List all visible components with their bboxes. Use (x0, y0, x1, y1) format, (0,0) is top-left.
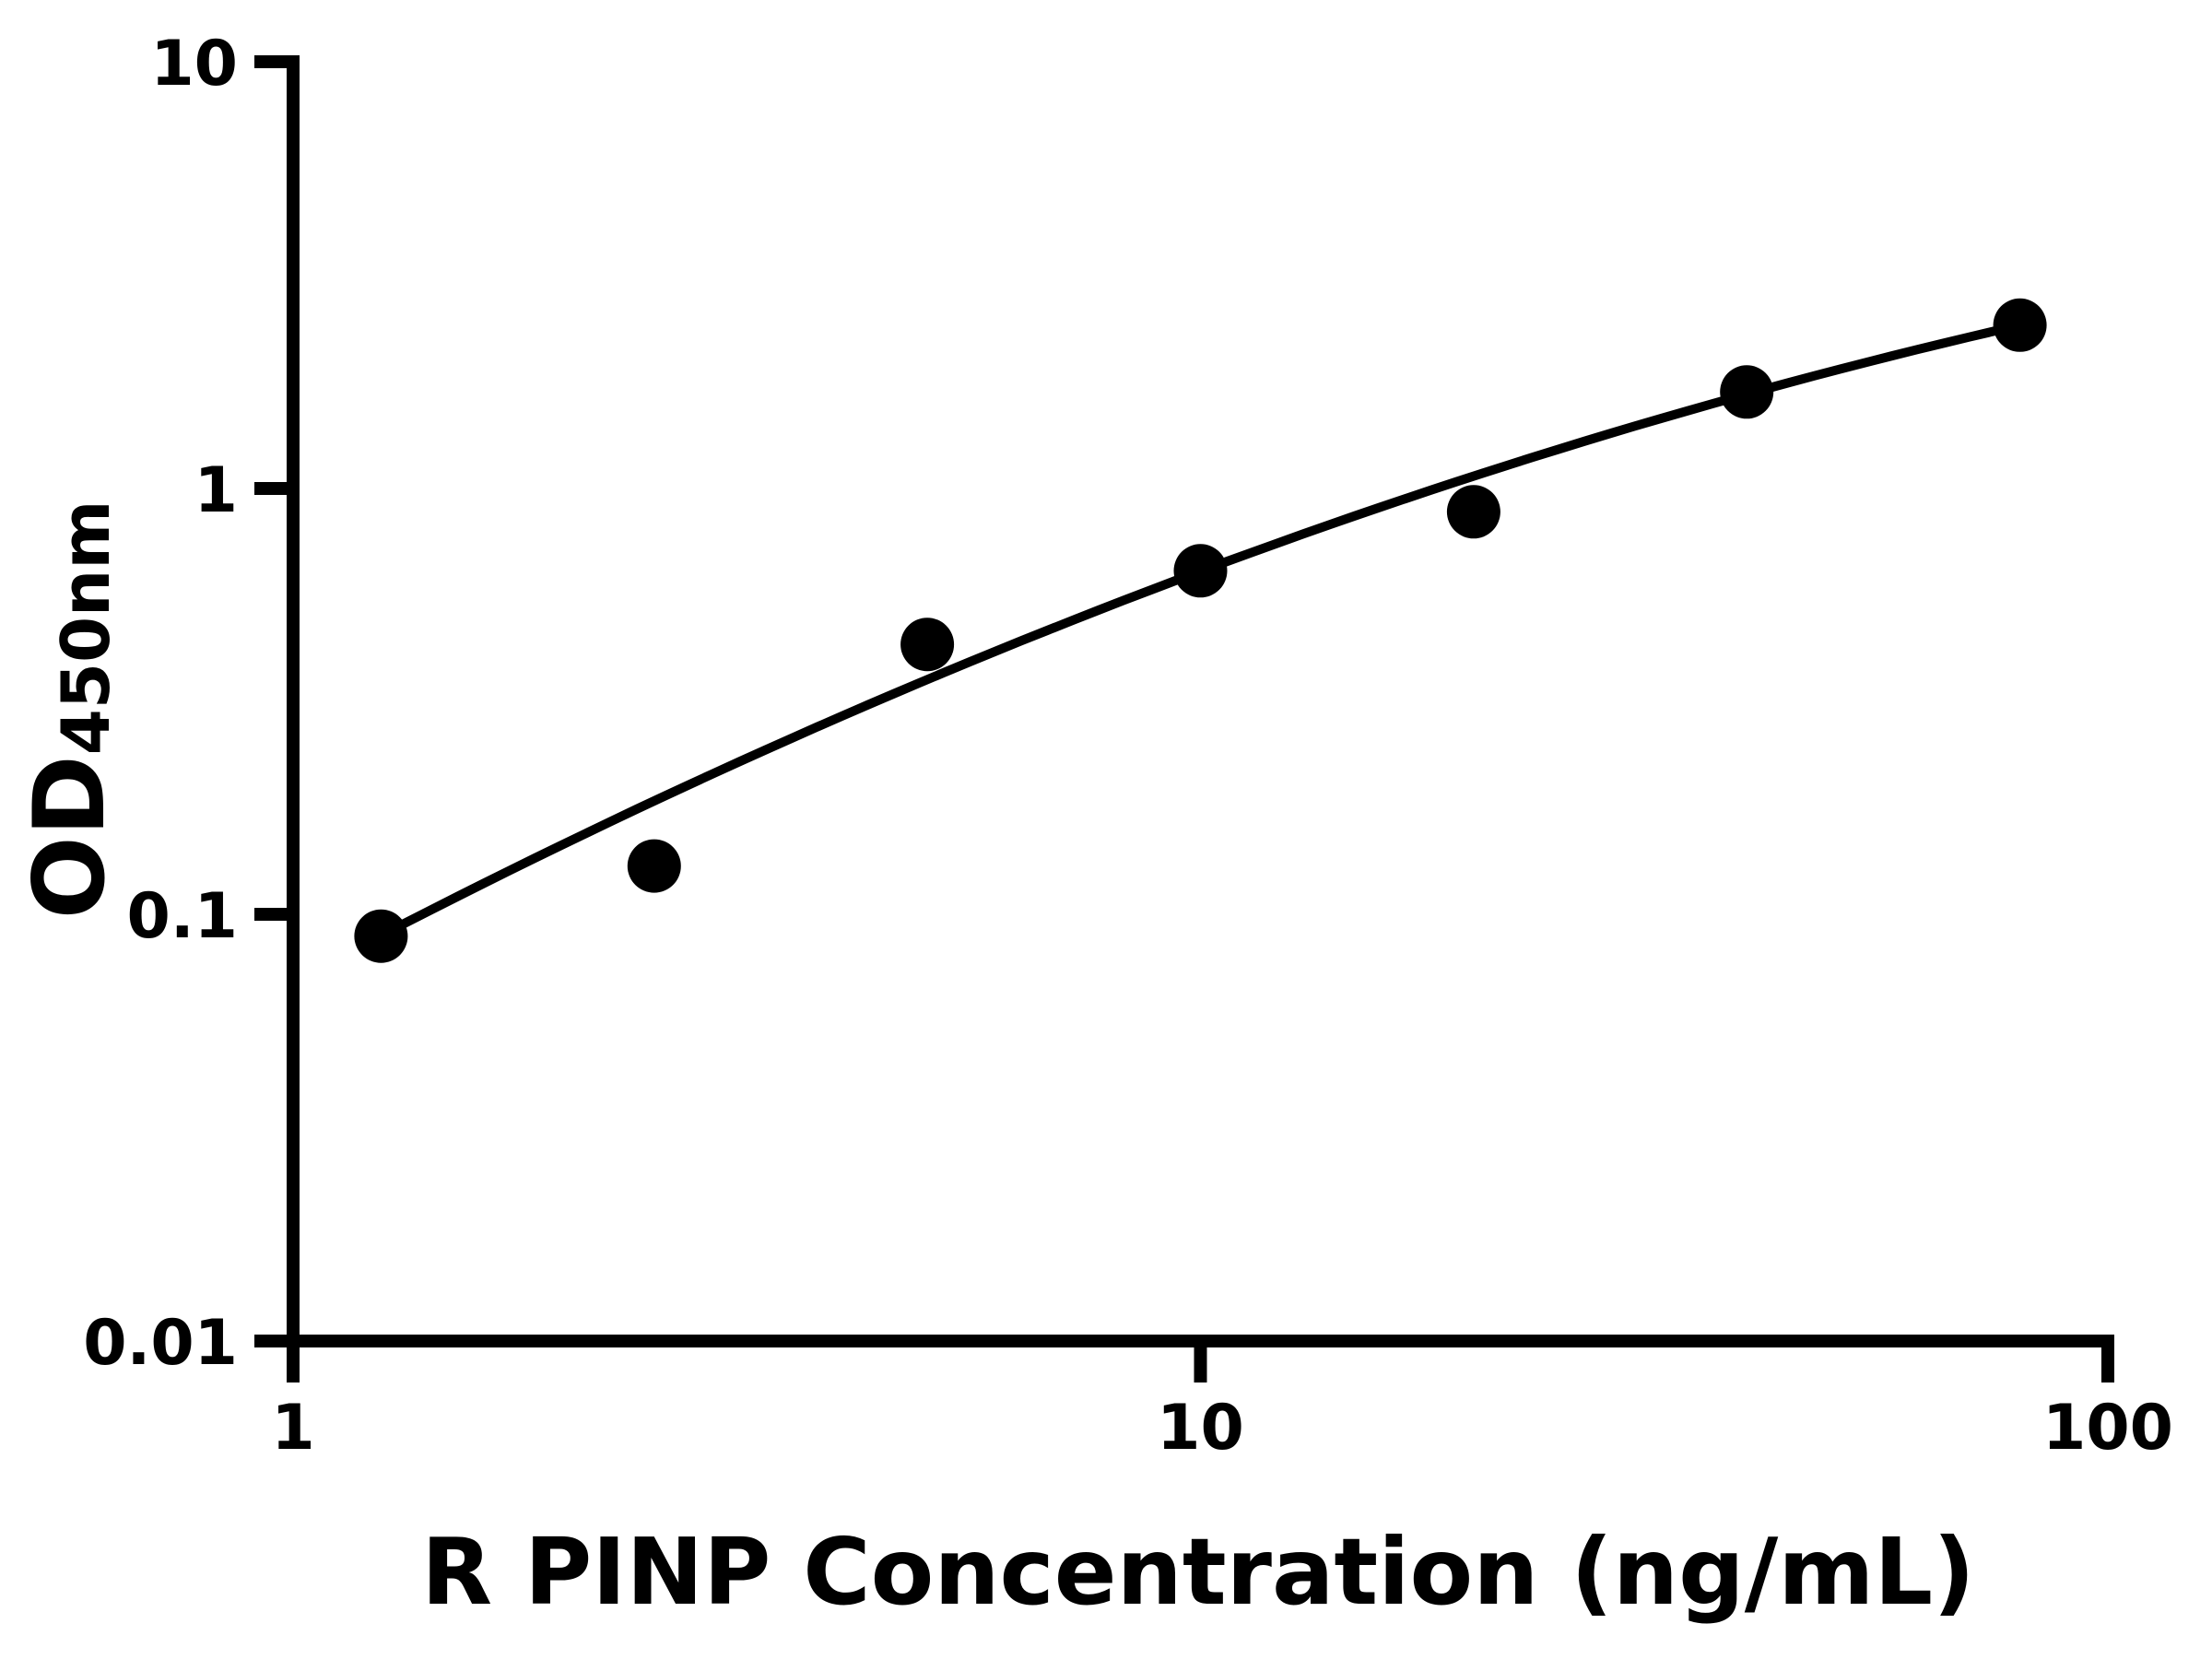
data-point (1993, 298, 2047, 352)
data-points (354, 298, 2047, 963)
data-point (900, 618, 955, 672)
axis-spines (287, 55, 2114, 1347)
axes (254, 55, 2114, 1382)
x-axis-title: R PINP Concentration (ng/mL) (421, 1518, 1975, 1626)
fitted-curve (376, 320, 2025, 940)
data-point (354, 909, 408, 963)
y-axis-title-subscript: 450nm (47, 500, 124, 756)
y-axis-title: OD450nm (13, 500, 126, 920)
y-tick-label-10: 10 (150, 28, 238, 100)
data-point (1446, 485, 1500, 539)
y-tick-label-0-1: 0.1 (127, 880, 238, 953)
data-point (1720, 365, 1774, 419)
y-tick-label-1: 1 (194, 454, 238, 527)
x-tick-label-100: 100 (2042, 1392, 2173, 1465)
y-tick-label-0-01: 0.01 (83, 1307, 238, 1380)
data-point (627, 839, 681, 893)
y-axis-title-main: OD (13, 755, 126, 919)
x-tick-label-10: 10 (1157, 1392, 1244, 1465)
x-tick-label-1: 1 (271, 1392, 314, 1465)
x-tick-labels: 1 10 100 (271, 1392, 2173, 1465)
data-point (1173, 544, 1228, 598)
y-tick-labels: 10 1 0.1 0.01 (83, 28, 238, 1380)
